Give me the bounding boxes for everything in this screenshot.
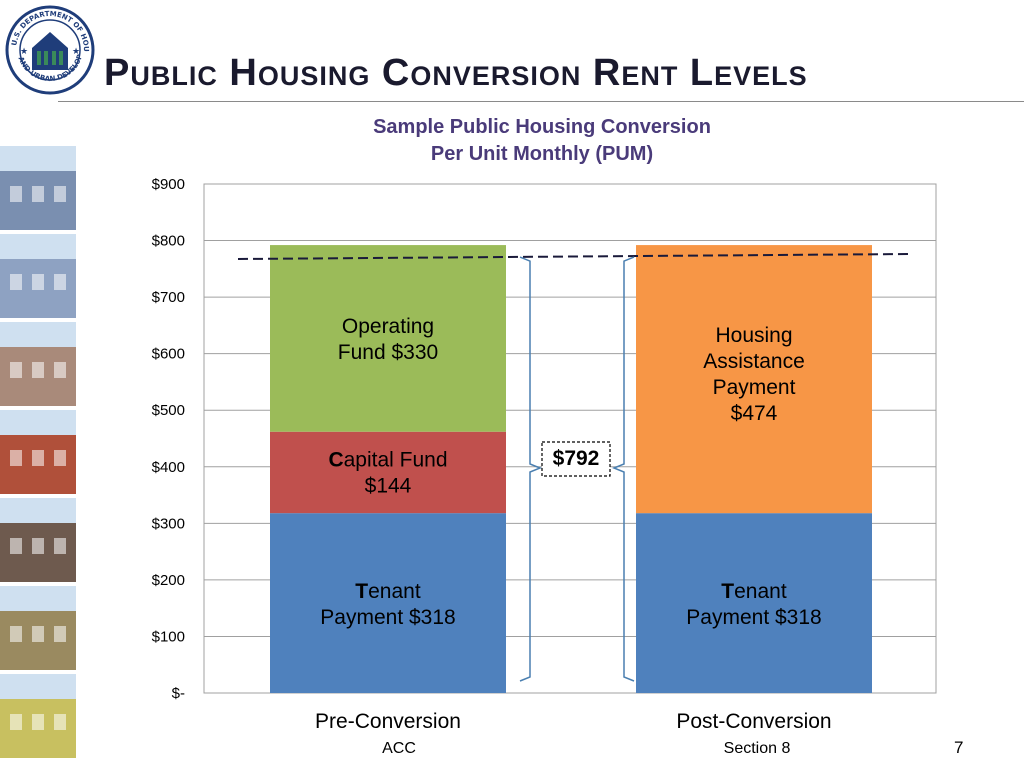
bar-segment-label: Tenant	[721, 580, 787, 603]
bar-segment	[636, 245, 872, 514]
window-shape	[32, 714, 44, 730]
townhouse-photo	[0, 146, 76, 230]
y-tick-label: $200	[152, 572, 185, 589]
page-number: 7	[954, 738, 964, 757]
category-label: Pre-Conversion	[315, 710, 461, 733]
photo-strip	[0, 146, 76, 768]
window-shape	[54, 362, 66, 378]
chart-title-line: Per Unit Monthly (PUM)	[431, 143, 653, 165]
window-shape	[10, 714, 22, 730]
bar-segment-label: Tenant	[355, 580, 421, 603]
window-shape	[32, 626, 44, 642]
city-skyline-photo	[0, 234, 76, 318]
bar-segment-label: $144	[365, 475, 412, 498]
bar-segment-label: Payment $318	[686, 606, 821, 629]
window-shape	[10, 538, 22, 554]
bar-segment-label: Fund $330	[338, 341, 438, 364]
window-shape	[32, 538, 44, 554]
window-shape	[54, 626, 66, 642]
bar-segment	[270, 513, 506, 693]
window-shape	[10, 362, 22, 378]
slide-title: Public Housing Conversion Rent Levels	[104, 52, 808, 94]
window-shape	[32, 362, 44, 378]
bar-segment-label: Operating	[342, 315, 434, 338]
y-tick-label: $300	[152, 515, 185, 532]
reference-dashed-line	[237, 253, 911, 260]
window-shape	[54, 450, 66, 466]
colorful-buildings-photo	[0, 674, 76, 758]
construction-photo	[0, 586, 76, 670]
svg-text:★: ★	[20, 47, 28, 57]
window-shape	[54, 186, 66, 202]
window-shape	[54, 714, 66, 730]
bar-segment-label: Payment	[713, 376, 796, 399]
house-with-tree-photo	[0, 322, 76, 406]
bar-segment	[636, 513, 872, 693]
window-shape	[10, 186, 22, 202]
total-label-box	[541, 441, 611, 477]
title-divider	[58, 101, 1024, 102]
y-tick-label: $900	[152, 176, 185, 193]
category-sublabel: Section 8	[724, 740, 791, 757]
window-shape	[54, 538, 66, 554]
y-tick-label: $-	[172, 685, 185, 702]
y-tick-label: $600	[152, 346, 185, 363]
window-shape	[10, 450, 22, 466]
hud-seal-icon: ★ ★ U.S. DEPARTMENT OF HOUSING AND URBAN…	[4, 4, 95, 95]
y-tick-label: $100	[152, 628, 185, 645]
y-tick-label: $400	[152, 459, 185, 476]
y-tick-label: $700	[152, 289, 185, 306]
bar-segment-label: Assistance	[703, 350, 805, 373]
category-sublabel: ACC	[382, 740, 416, 757]
category-label: Post-Conversion	[676, 710, 831, 733]
bar-segment	[270, 245, 506, 432]
window-shape	[32, 274, 44, 290]
bar-segment-label: Payment $318	[320, 606, 455, 629]
y-tick-label: $500	[152, 402, 185, 419]
total-label: $792	[553, 447, 600, 470]
window-shape	[32, 186, 44, 202]
window-shape	[54, 274, 66, 290]
y-tick-label: $800	[152, 233, 185, 250]
brick-apartments-photo	[0, 410, 76, 494]
window-shape	[10, 274, 22, 290]
window-shape	[10, 626, 22, 642]
window-shape	[32, 450, 44, 466]
chart-title-line: Sample Public Housing Conversion	[373, 116, 711, 138]
bar-segment-label: $474	[731, 402, 778, 425]
bar-segment	[270, 431, 506, 514]
bar-segment-label: Housing	[715, 324, 792, 347]
left-brace	[519, 256, 543, 682]
right-brace	[611, 256, 635, 682]
family-photo	[0, 498, 76, 582]
svg-text:★: ★	[72, 47, 80, 57]
bar-segment-label: Capital Fund	[328, 449, 447, 472]
